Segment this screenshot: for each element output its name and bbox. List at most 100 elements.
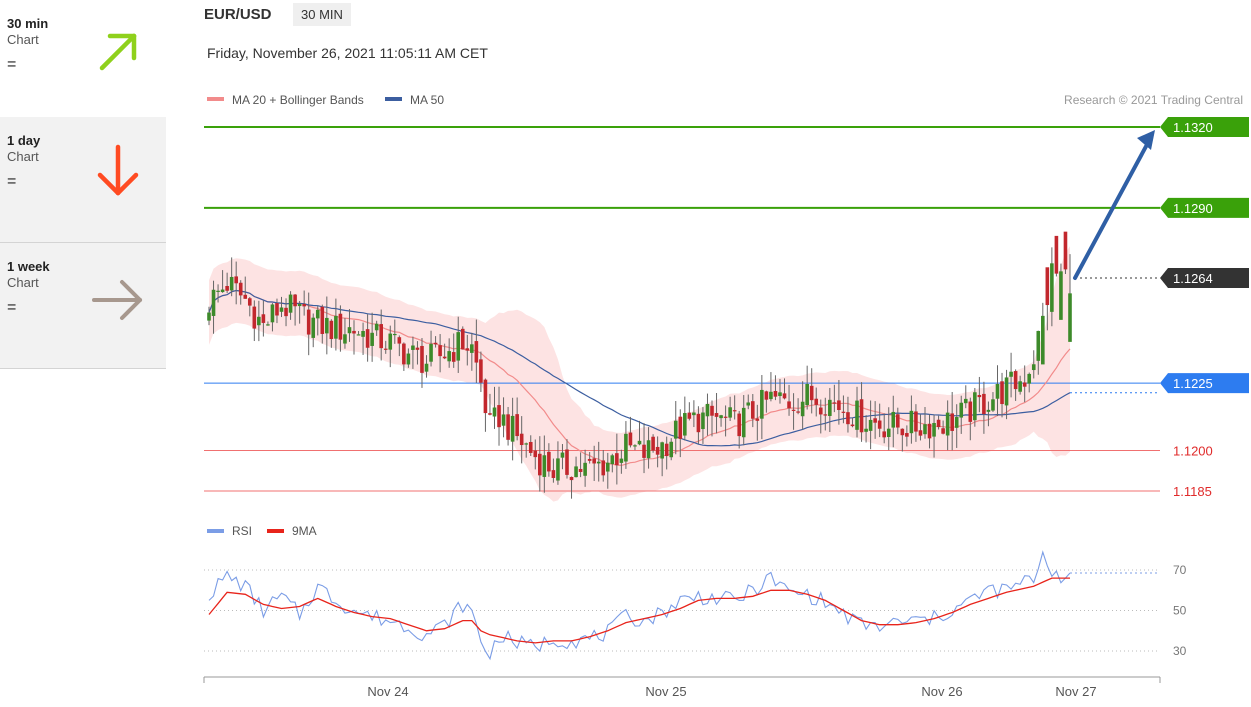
- timeframe-title: 1 day: [7, 133, 41, 148]
- candle-body: [383, 348, 388, 350]
- candle-body: [896, 414, 900, 428]
- candle-body: [311, 317, 316, 338]
- candle-body: [465, 348, 470, 351]
- candle-body: [868, 419, 873, 431]
- candle-body: [914, 411, 918, 432]
- candle-body: [560, 452, 565, 458]
- legend-ma20-swatch: [207, 97, 224, 101]
- candle-body: [760, 389, 764, 419]
- candle-body: [334, 315, 338, 339]
- candle-body: [619, 458, 624, 463]
- candle-body: [574, 466, 578, 478]
- rsi-line: [208, 550, 1071, 661]
- timeframe-1day[interactable]: 1 day Chart =: [0, 117, 166, 243]
- candle-body: [900, 428, 905, 436]
- candle-body: [945, 412, 950, 436]
- candle-body: [343, 334, 347, 344]
- candle-body: [959, 402, 964, 418]
- candle-body: [642, 444, 646, 458]
- candle-body: [683, 413, 687, 436]
- timeframe-subtitle: Chart: [7, 32, 39, 47]
- candle-body: [470, 344, 474, 353]
- candle-body: [474, 341, 479, 363]
- candle-body: [279, 307, 284, 312]
- candle-body: [1041, 315, 1045, 365]
- candle-body: [628, 432, 633, 446]
- candle-body: [624, 433, 628, 462]
- x-tick-label: Nov 27: [1055, 684, 1096, 699]
- candle-body: [741, 407, 746, 438]
- candle-body: [646, 440, 651, 459]
- candle-body: [302, 303, 306, 307]
- candle-body: [402, 343, 406, 365]
- candle-body: [963, 398, 968, 404]
- candle-body: [710, 405, 714, 416]
- candle-body: [234, 276, 238, 284]
- down-arrow-icon: [97, 144, 139, 196]
- target-arrow-line: [1073, 137, 1152, 280]
- candle-body: [456, 332, 461, 361]
- right-arrow-icon: [92, 280, 142, 320]
- candle-body: [429, 343, 433, 362]
- timeframe-title: 1 week: [7, 259, 50, 274]
- candle-body: [220, 289, 225, 293]
- candle-body: [397, 337, 402, 344]
- candle-body: [1000, 381, 1004, 405]
- timeframe-subtitle: Chart: [7, 149, 39, 164]
- candle-body: [941, 428, 945, 434]
- timeframe-30min[interactable]: 30 min Chart =: [0, 0, 166, 117]
- candle-body: [633, 445, 637, 447]
- candle-body: [909, 410, 914, 434]
- candle-body: [519, 433, 524, 446]
- candle-body: [238, 282, 243, 296]
- candle-body: [270, 304, 275, 323]
- candle-body: [1054, 235, 1059, 274]
- candle-body: [488, 413, 492, 415]
- candle-body: [605, 462, 610, 472]
- candle-body: [995, 384, 1000, 399]
- candle-body: [809, 385, 814, 401]
- price-levels: [204, 126, 1160, 492]
- bollinger-band: [209, 246, 1070, 502]
- candle-body: [266, 324, 270, 326]
- candle-body: [1018, 381, 1022, 392]
- candle-body: [547, 451, 551, 472]
- candle-body: [352, 330, 356, 334]
- candle-body: [225, 286, 229, 291]
- candle-body: [750, 401, 755, 419]
- candle-body: [596, 461, 601, 464]
- candle-body: [886, 428, 891, 437]
- candle-body: [701, 412, 705, 430]
- candle-body: [615, 453, 619, 466]
- candle-body: [451, 352, 456, 362]
- candle-body: [261, 314, 266, 323]
- candle-body: [923, 424, 927, 435]
- candle-body: [528, 441, 533, 453]
- candle-body: [320, 306, 325, 334]
- chart-datetime: Friday, November 26, 2021 11:05:11 AM CE…: [207, 45, 488, 61]
- candle-body: [832, 402, 837, 404]
- candle-body: [293, 294, 297, 307]
- candle-body: [977, 394, 982, 398]
- candle-body: [818, 407, 823, 415]
- candle-body: [438, 345, 442, 357]
- candle-body: [551, 470, 556, 478]
- candle-body: [936, 419, 941, 428]
- candle-body: [882, 431, 887, 438]
- candle-body: [447, 351, 451, 362]
- timeframe-equal-sign: =: [7, 56, 17, 73]
- candle-body: [737, 413, 741, 437]
- candle-body: [787, 401, 791, 409]
- candle-body: [583, 462, 587, 476]
- candle-body: [569, 476, 574, 481]
- timeframe-1week[interactable]: 1 week Chart =: [0, 243, 166, 369]
- candle-body: [968, 401, 973, 422]
- candle-body: [515, 414, 519, 437]
- interval-badge[interactable]: 30 MIN: [293, 3, 351, 26]
- candle-body: [982, 393, 986, 415]
- candle-body: [365, 329, 370, 348]
- legend-9ma-swatch: [267, 529, 284, 533]
- candle-body: [846, 412, 850, 425]
- candle-body: [687, 412, 692, 419]
- candle-body: [859, 399, 864, 433]
